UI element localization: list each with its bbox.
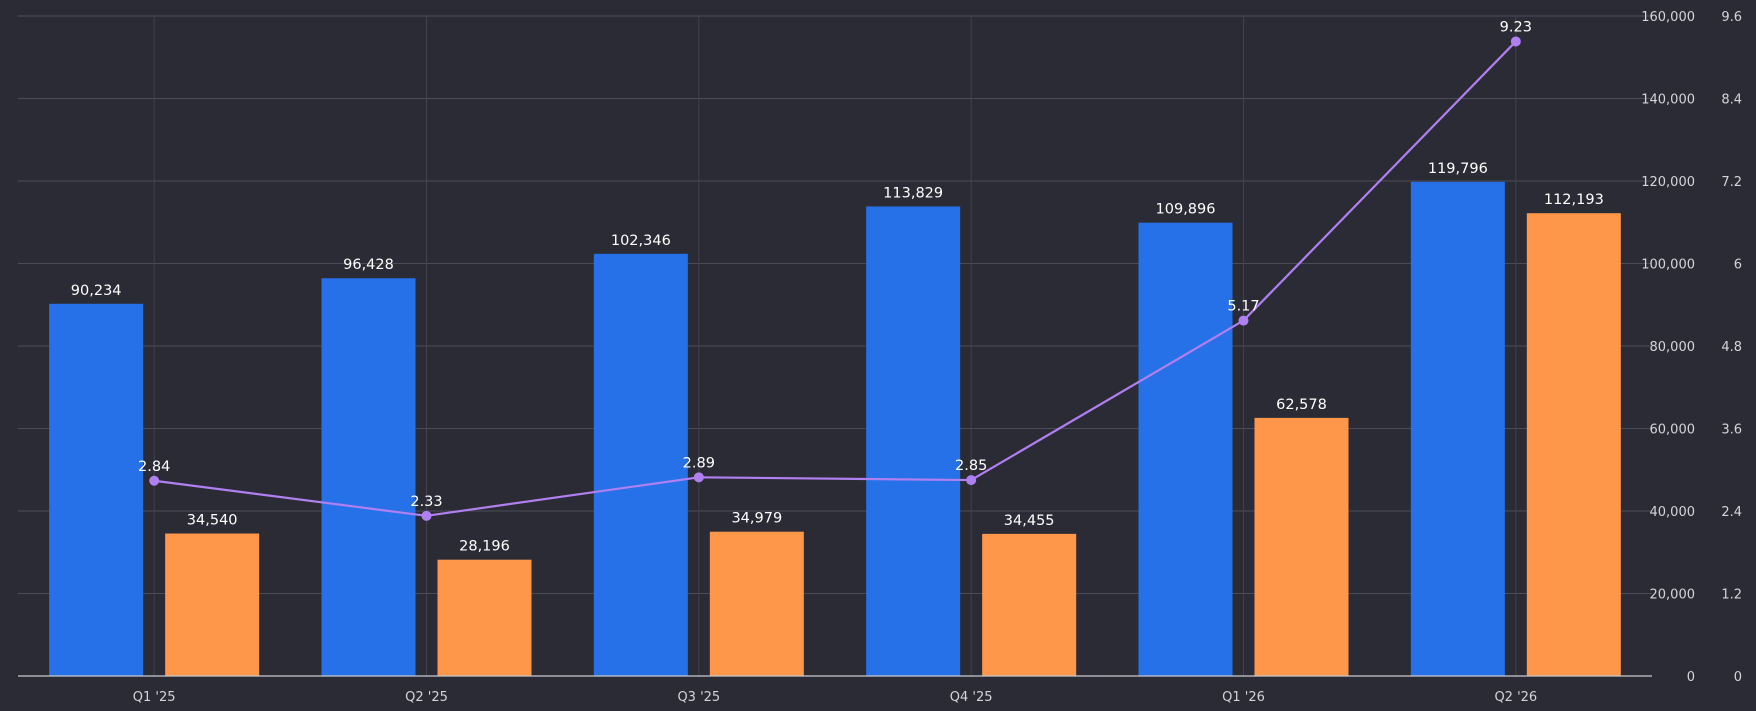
bar-value-label: 34,540	[187, 513, 238, 529]
y-right-tick-label: 8.4	[1721, 93, 1742, 108]
line-value-label: 5.17	[1227, 299, 1259, 315]
line-point	[1510, 36, 1521, 47]
line-value-label: 2.89	[683, 455, 715, 471]
bar-value-label: 112,193	[1544, 192, 1604, 208]
bar-value-label: 90,234	[71, 283, 122, 299]
x-tick-label: Q4 '25	[950, 690, 993, 705]
labels-layer: 90,234 96,428 102,346 113,829 109,896 119,796…	[71, 19, 1604, 554]
bars-layer	[49, 181, 1621, 677]
x-tick-label: Q2 '26	[1494, 690, 1537, 705]
x-tick-label: Q3 '25	[677, 690, 720, 705]
bar-value-label: 109,896	[1156, 202, 1216, 218]
y-left-tick-label: 120,000	[1641, 175, 1695, 190]
bar-series-1	[321, 278, 416, 676]
bar-value-label: 113,829	[883, 185, 943, 201]
y-right-tick-label: 9.6	[1721, 10, 1742, 25]
bar-series-2	[1526, 213, 1621, 677]
line-layer	[149, 36, 1521, 521]
bar-series-1	[1138, 222, 1233, 676]
bar-value-label: 28,196	[459, 539, 510, 555]
y-left-tick-label: 140,000	[1641, 93, 1695, 108]
bar-value-label: 34,455	[1004, 513, 1055, 529]
y-right-tick-label: 6	[1734, 258, 1742, 273]
y-right-tick-label: 2.4	[1721, 505, 1742, 520]
bar-value-label: 34,979	[731, 511, 782, 527]
y-left-tick-label: 60,000	[1650, 423, 1696, 438]
line-value-label: 2.84	[138, 459, 170, 475]
line-series	[154, 40, 1517, 517]
grid-layer	[18, 15, 1652, 676]
bar-series-1	[49, 303, 144, 676]
y-left-tick-label: 160,000	[1641, 10, 1695, 25]
bar-value-label: 96,428	[343, 257, 394, 273]
bar-series-2	[709, 531, 804, 676]
x-tick-label: Q1 '25	[133, 690, 176, 705]
bar-value-label: 62,578	[1276, 397, 1327, 413]
y-right-tick-label: 0	[1734, 670, 1742, 685]
y-right-tick-label: 4.8	[1721, 340, 1742, 355]
x-tick-label: Q1 '26	[1222, 690, 1265, 705]
bar-value-label: 119,796	[1428, 161, 1488, 177]
bar-series-1	[593, 253, 688, 676]
line-point	[693, 472, 704, 483]
bar-series-2	[1254, 417, 1349, 676]
bar-value-label: 102,346	[611, 233, 671, 249]
axis-layer: 0 0 20,000 1.2 40,000 2.4 60,000 3.6 80,000 4.8 10…	[18, 10, 1742, 705]
y-left-tick-label: 20,000	[1650, 588, 1696, 603]
bar-series-2	[165, 533, 260, 676]
line-point	[1238, 315, 1249, 326]
y-left-tick-label: 80,000	[1650, 340, 1696, 355]
bar-series-2	[982, 533, 1077, 676]
y-right-tick-label: 3.6	[1721, 423, 1742, 438]
bar-series-1	[866, 206, 961, 676]
y-right-tick-label: 1.2	[1721, 588, 1742, 603]
x-tick-label: Q2 '25	[405, 690, 448, 705]
line-value-label: 2.33	[410, 494, 442, 510]
line-value-label: 9.23	[1500, 19, 1532, 35]
line-point	[149, 475, 160, 486]
bar-series-2	[437, 559, 532, 676]
line-value-label: 2.85	[955, 458, 987, 474]
line-point	[966, 475, 977, 486]
bar-series-1	[1410, 181, 1505, 677]
line-point	[421, 510, 432, 521]
y-left-tick-label: 0	[1687, 670, 1695, 685]
y-left-tick-label: 100,000	[1641, 258, 1695, 273]
y-right-tick-label: 7.2	[1721, 175, 1742, 190]
y-left-tick-label: 40,000	[1650, 505, 1696, 520]
